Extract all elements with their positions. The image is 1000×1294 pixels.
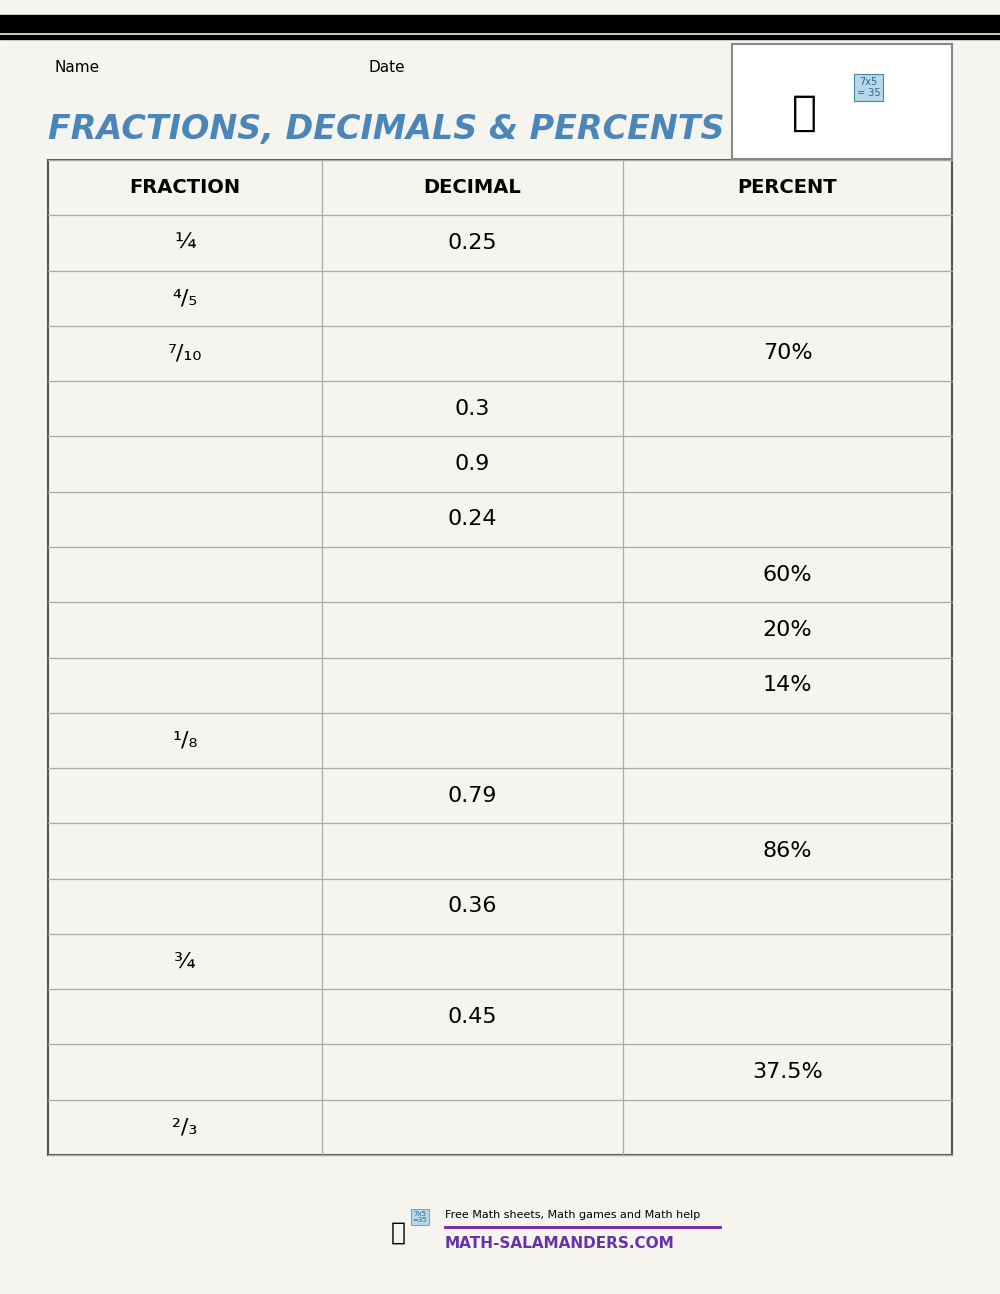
Bar <box>732 44 952 159</box>
Text: 86%: 86% <box>763 841 812 861</box>
Text: ¾: ¾ <box>174 951 196 972</box>
Text: ¹/₈: ¹/₈ <box>172 730 198 751</box>
Text: 0.79: 0.79 <box>448 785 497 806</box>
Text: PERCENT: PERCENT <box>738 179 837 197</box>
Text: 0.25: 0.25 <box>448 233 497 252</box>
Text: 7x5
=35: 7x5 =35 <box>413 1210 427 1224</box>
Text: ⁴/₅: ⁴/₅ <box>172 289 198 308</box>
Text: 0.9: 0.9 <box>455 454 490 474</box>
Text: 70%: 70% <box>763 343 812 364</box>
Text: 0.45: 0.45 <box>448 1007 497 1027</box>
Text: ²/₃: ²/₃ <box>172 1117 198 1137</box>
Text: 0.3: 0.3 <box>455 399 490 419</box>
Text: 🐆: 🐆 <box>390 1222 406 1245</box>
Text: ⁷/₁₀: ⁷/₁₀ <box>168 343 202 364</box>
Text: 0.36: 0.36 <box>448 897 497 916</box>
Text: 0.24: 0.24 <box>448 510 497 529</box>
Text: DECIMAL: DECIMAL <box>424 179 521 197</box>
Text: 🐆: 🐆 <box>792 92 817 135</box>
Text: Name: Name <box>55 61 100 75</box>
Text: MATH-SALAMANDERS.COM: MATH-SALAMANDERS.COM <box>445 1236 675 1250</box>
Text: 14%: 14% <box>763 675 812 695</box>
Text: Date: Date <box>368 61 405 75</box>
Text: 37.5%: 37.5% <box>752 1062 823 1082</box>
Text: 20%: 20% <box>763 620 812 639</box>
Text: FRACTIONS, DECIMALS & PERCENTS SHEET 3: FRACTIONS, DECIMALS & PERCENTS SHEET 3 <box>48 114 891 146</box>
Text: ¼: ¼ <box>174 233 196 252</box>
Text: Free Math sheets, Math games and Math help: Free Math sheets, Math games and Math he… <box>445 1210 700 1220</box>
Text: 7x5
= 35: 7x5 = 35 <box>857 76 880 98</box>
Text: FRACTION: FRACTION <box>129 179 241 197</box>
Text: 60%: 60% <box>763 564 812 585</box>
